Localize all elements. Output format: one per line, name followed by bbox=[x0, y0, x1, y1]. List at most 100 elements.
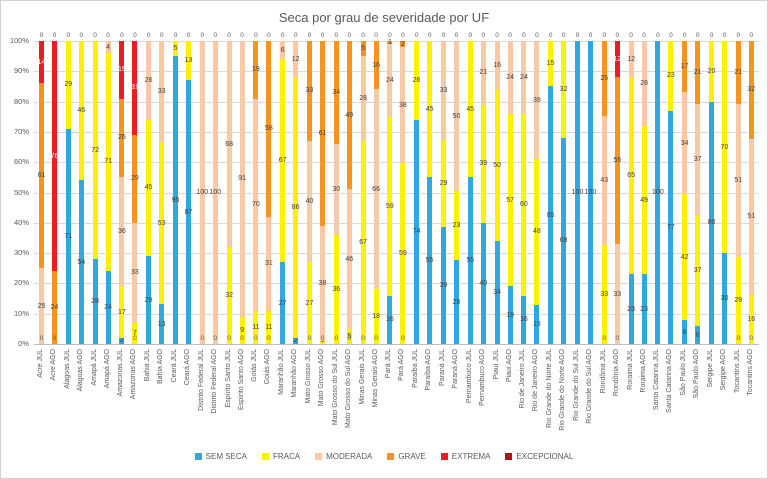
bar-segment-sem-seca bbox=[441, 227, 446, 344]
bar-segment-extrema bbox=[119, 41, 125, 99]
bar-segment-fraca bbox=[709, 41, 714, 102]
gridline bbox=[34, 283, 759, 285]
bar-segment-sem-seca bbox=[682, 320, 688, 344]
x-axis-label: Bahia AGO bbox=[157, 349, 165, 385]
chart-title: Seca por grau de severidade por UF bbox=[278, 10, 490, 25]
bar-segment-fraca bbox=[454, 191, 459, 260]
x-axis-label: Maranhão JUL bbox=[278, 349, 286, 395]
bar-segment-fraca bbox=[119, 286, 125, 338]
zero-label-top: 0 bbox=[388, 32, 392, 39]
bar-segment-sem-seca bbox=[280, 262, 286, 344]
zero-label-top: 0 bbox=[254, 32, 258, 39]
bar-segment-moderada bbox=[480, 41, 486, 105]
x-axis-label: Amazonas JUL bbox=[117, 349, 125, 397]
zero-label-top: 0 bbox=[656, 32, 660, 39]
x-axis-label: Paraíba AGO bbox=[425, 349, 433, 391]
bar-segment-moderada bbox=[159, 41, 165, 142]
zero-label-top: 0 bbox=[468, 32, 473, 39]
bar-segment-sem-seca bbox=[119, 337, 125, 344]
bar-segment-sem-seca bbox=[480, 222, 486, 344]
zero-label-top: 0 bbox=[334, 32, 339, 39]
legend-label: EXTREMA bbox=[451, 452, 491, 461]
bar-segment-sem-seca bbox=[146, 256, 152, 344]
bar-segment-fraca bbox=[534, 159, 540, 305]
bar-segment-fraca bbox=[132, 322, 138, 344]
zero-label-top: 0 bbox=[293, 32, 298, 39]
gridline bbox=[34, 162, 759, 164]
zero-label-top: 0 bbox=[240, 32, 244, 39]
bar-segment-fraca bbox=[333, 234, 339, 344]
gridline bbox=[34, 101, 759, 103]
x-axis-label: Alagoas AGO bbox=[76, 349, 84, 392]
bar-segment-sem-seca bbox=[507, 286, 513, 344]
bar-segment-grave bbox=[373, 41, 379, 90]
bar-segment-fraca bbox=[280, 59, 286, 263]
zero-label-top: 0 bbox=[427, 32, 432, 39]
bar-segment-moderada bbox=[628, 41, 634, 78]
zero-label-top: 0 bbox=[200, 32, 205, 39]
zero-label-top: 0 bbox=[749, 32, 754, 39]
bar-segment-fraca bbox=[748, 295, 754, 344]
x-axis-label: Sergipe AGO bbox=[720, 349, 727, 391]
legend-swatch-icon bbox=[194, 453, 202, 460]
bar-segment-moderada bbox=[614, 244, 620, 344]
x-axis-label: Maranhão AGO bbox=[291, 349, 299, 398]
bar-segment-fraca bbox=[186, 41, 191, 81]
zero-label-top: 0 bbox=[361, 32, 365, 39]
x-axis-label: Mato Grosso do Sul JUL bbox=[331, 349, 339, 426]
x-axis-label: Rondônia AGO bbox=[612, 349, 620, 397]
bar-segment-sem-seca bbox=[628, 274, 634, 344]
bar-segment-sem-seca bbox=[159, 304, 165, 344]
bar-segment-moderada bbox=[39, 268, 44, 344]
bar-segment-fraca bbox=[735, 257, 741, 344]
zero-label-top: 0 bbox=[401, 32, 405, 39]
bar-segment-moderada bbox=[320, 225, 325, 341]
bar-segment-fraca bbox=[548, 41, 554, 87]
bar-segment-grave bbox=[748, 41, 754, 139]
bar-segment-extrema bbox=[39, 41, 44, 84]
bar-segment-grave bbox=[320, 41, 325, 226]
x-axis-label: Mato Grosso AGO bbox=[318, 349, 325, 407]
zero-label-top: 0 bbox=[441, 32, 446, 39]
bar-segment-moderada bbox=[748, 138, 754, 296]
bar-segment-fraca bbox=[266, 310, 272, 344]
zero-label-top: 0 bbox=[39, 32, 44, 39]
x-axis-label: Rio Grande do Norte AGO bbox=[559, 349, 567, 431]
y-tick-label: 100% bbox=[9, 36, 29, 45]
y-tick-label: 0% bbox=[18, 339, 29, 348]
legend-item-fraca: FRACA bbox=[261, 452, 300, 461]
legend-label: MODERADA bbox=[326, 452, 373, 461]
y-tick-label: 20% bbox=[13, 278, 29, 288]
bar-segment-grave bbox=[360, 41, 366, 57]
bar-segment-sem-seca bbox=[588, 41, 593, 344]
x-axis-label: Amazonas AGO bbox=[130, 349, 138, 400]
gridline bbox=[34, 192, 759, 194]
bar-segment-moderada bbox=[253, 98, 259, 311]
bar-segment-sem-seca bbox=[105, 270, 111, 344]
zero-label-top: 0 bbox=[669, 32, 673, 39]
x-axis-line bbox=[34, 344, 759, 345]
legend-label: SEM SECA bbox=[205, 452, 247, 461]
zero-label-top: 0 bbox=[159, 32, 164, 39]
bar-segment-sem-seca bbox=[548, 86, 554, 344]
x-axis-label: Paraíba JUL bbox=[412, 349, 420, 388]
legend-item-sem-seca: SEM SECA bbox=[194, 452, 247, 461]
zero-label-top: 0 bbox=[93, 32, 97, 39]
bar-segment-moderada bbox=[146, 41, 152, 120]
bar-segment-moderada bbox=[212, 41, 218, 344]
bar-segment-extrema bbox=[52, 41, 57, 272]
zero-label-top: 0 bbox=[602, 32, 607, 39]
legend-swatch-icon bbox=[387, 453, 395, 460]
bar-segment-fraca bbox=[360, 140, 366, 344]
zero-label-top: 0 bbox=[454, 32, 459, 39]
bar-segment-sem-seca bbox=[186, 80, 191, 344]
bar-segment-sem-seca bbox=[561, 137, 567, 344]
bar-segment-sem-seca bbox=[173, 56, 178, 344]
zero-label-top: 0 bbox=[535, 32, 539, 39]
bar-segment-fraca bbox=[722, 41, 727, 254]
zero-label-top: 0 bbox=[414, 32, 419, 39]
bar-segment-fraca bbox=[226, 247, 232, 344]
bar-segment-fraca bbox=[427, 41, 433, 178]
bar-segment-moderada bbox=[346, 189, 352, 329]
zero-label-top: 0 bbox=[709, 32, 714, 39]
